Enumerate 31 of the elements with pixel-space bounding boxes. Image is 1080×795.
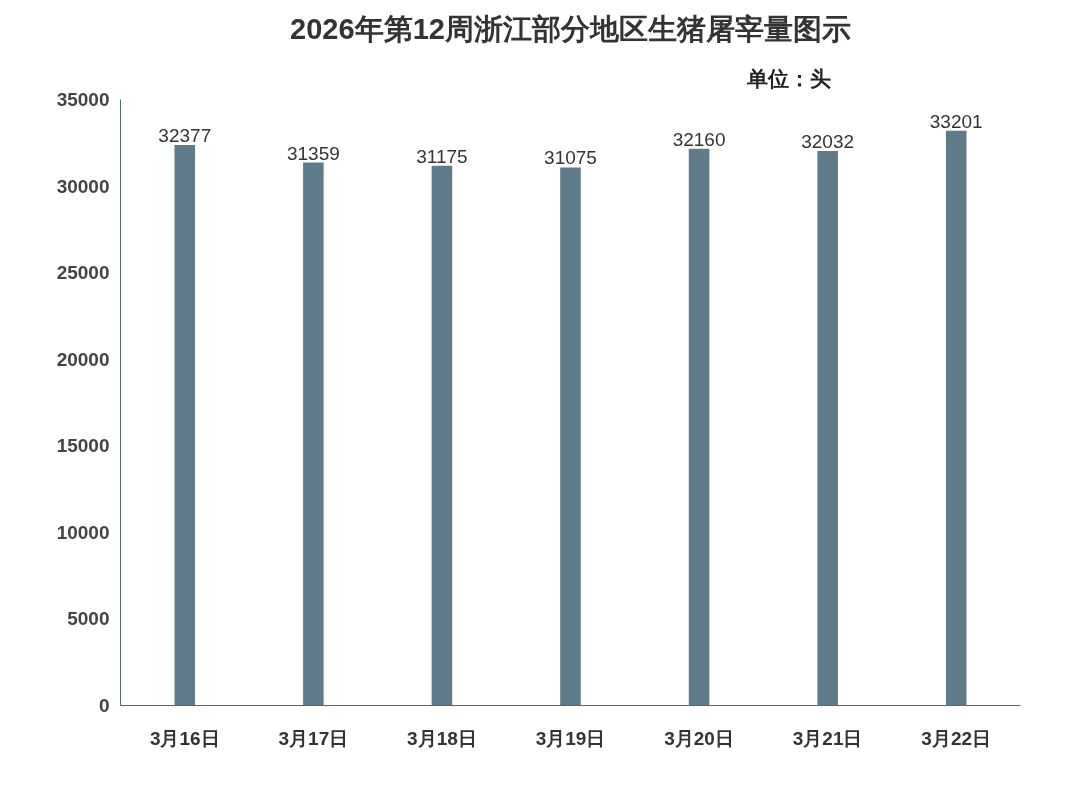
data-label: 31075 <box>544 147 597 169</box>
x-tick-label: 3月18日 <box>407 727 477 749</box>
bar <box>945 130 967 706</box>
x-tick-label: 3月22日 <box>921 727 992 749</box>
bar <box>174 144 196 706</box>
data-label: 31175 <box>416 145 468 167</box>
bar <box>688 148 710 706</box>
bar <box>431 165 453 706</box>
y-tick-label: 25000 <box>56 262 110 284</box>
x-tick-label: 3月19日 <box>535 727 606 749</box>
x-tick-label: 3月16日 <box>149 727 220 749</box>
data-label: 32032 <box>801 130 855 152</box>
y-tick-label: 35000 <box>56 89 110 110</box>
bar <box>817 150 838 706</box>
chart-title: 2026年第12周浙江部分地区生猪屠宰量图示 <box>290 12 851 45</box>
x-tick-label: 3月21日 <box>792 727 863 749</box>
data-label: 32160 <box>672 128 726 150</box>
data-label: 32377 <box>158 124 212 146</box>
bar <box>560 167 581 706</box>
y-tick-label: 10000 <box>56 521 110 543</box>
x-tick-label: 3月17日 <box>278 727 349 749</box>
y-tick-label: 0 <box>98 695 110 716</box>
text: 单位：头 <box>745 66 831 90</box>
bar <box>303 162 324 706</box>
data-label: 31359 <box>286 142 340 164</box>
y-tick-label: 20000 <box>56 348 110 370</box>
data-label: 33201 <box>929 110 983 132</box>
y-tick-label: 15000 <box>56 435 110 457</box>
y-tick-label: 5000 <box>67 608 110 630</box>
y-tick-label: 30000 <box>56 175 110 197</box>
x-tick-label: 3月20日 <box>664 727 734 749</box>
